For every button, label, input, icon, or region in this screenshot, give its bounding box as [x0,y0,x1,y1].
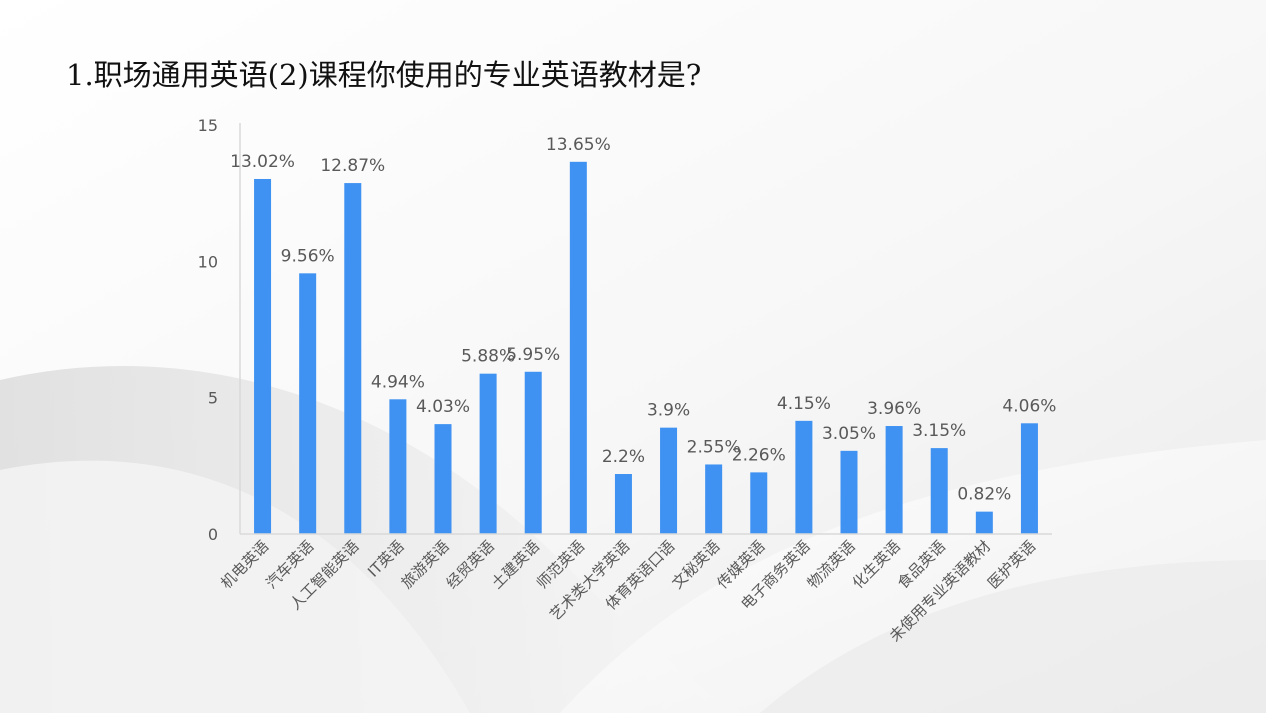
data-label: 2.2% [602,447,645,467]
category-label: IT英语 [364,537,408,581]
y-axis: 0 5 10 15 [198,116,241,544]
bar [299,273,317,534]
data-label: 2.26% [732,445,786,465]
data-label: 2.55% [687,437,741,457]
data-label: 5.88% [461,347,515,367]
slide-title: 1.职场通用英语(2)课程你使用的专业英语教材是? [66,58,702,92]
category-label: 土建英语 [488,537,543,592]
category-label: 物流英语 [804,537,859,592]
data-label: 3.05% [822,424,876,444]
bar [434,424,452,534]
bar [569,161,587,534]
bar [885,426,903,534]
bar [389,399,407,534]
bar [524,371,542,534]
y-tick-label: 0 [208,525,218,544]
data-label: 4.94% [371,372,425,392]
data-label: 3.96% [867,399,921,419]
data-label: 3.9% [647,401,690,421]
bar [614,474,632,534]
data-label: 5.95% [506,345,560,365]
data-label: 13.65% [546,135,611,155]
category-label: 经贸英语 [443,537,498,592]
data-label: 3.15% [912,421,966,441]
bar [254,178,272,534]
category-label: 文秘英语 [668,537,723,592]
category-label: 艺术类大学英语 [546,537,633,624]
category-label: 医护英语 [984,537,1039,592]
bar [705,464,723,534]
bar [479,373,497,534]
data-label: 4.03% [416,397,470,417]
data-labels: 13.02% 9.56% 12.87% 4.94% 4.03% 5.88%5.95% 13.… [230,135,1056,505]
bar [1020,423,1038,534]
data-label: 0.82% [957,485,1011,505]
bar [750,472,768,534]
data-label: 12.87% [320,156,385,176]
bar [795,420,813,534]
data-label: 9.56% [281,246,335,266]
bar [344,183,362,534]
bar [660,427,678,534]
bars [254,161,1038,534]
y-tick-label: 5 [208,389,218,408]
data-label: 13.02% [230,152,295,172]
bar [930,448,948,534]
y-tick-label: 15 [198,116,218,135]
category-label: 机电英语 [217,537,272,592]
y-tick-label: 10 [198,252,218,271]
data-label: 4.06% [1002,396,1056,416]
bar [840,450,858,534]
category-label: 化生英语 [849,537,904,592]
data-label: 4.15% [777,394,831,414]
bar [975,511,993,534]
category-label: 旅游英语 [398,537,453,592]
